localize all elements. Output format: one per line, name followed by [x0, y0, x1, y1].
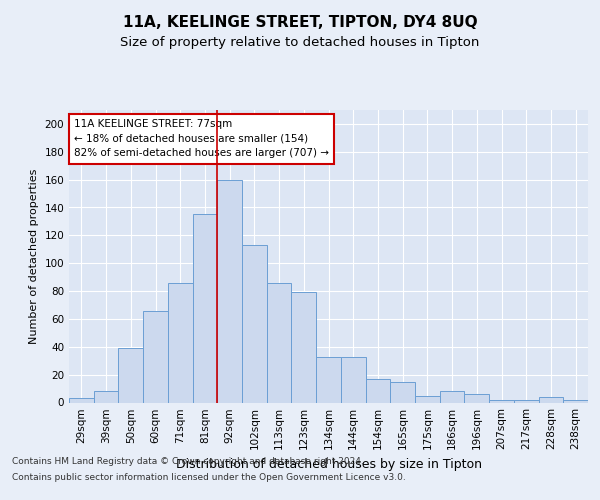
Bar: [118, 348, 143, 403]
Bar: [69, 398, 94, 402]
Bar: [267, 282, 292, 403]
Text: Size of property relative to detached houses in Tipton: Size of property relative to detached ho…: [121, 36, 479, 49]
Bar: [390, 382, 415, 402]
Text: Contains HM Land Registry data © Crown copyright and database right 2024.: Contains HM Land Registry data © Crown c…: [12, 458, 364, 466]
Bar: [539, 397, 563, 402]
Bar: [316, 356, 341, 403]
Bar: [143, 310, 168, 402]
Bar: [365, 379, 390, 402]
Text: 11A, KEELINGE STREET, TIPTON, DY4 8UQ: 11A, KEELINGE STREET, TIPTON, DY4 8UQ: [122, 15, 478, 30]
Bar: [292, 292, 316, 403]
Text: Contains public sector information licensed under the Open Government Licence v3: Contains public sector information licen…: [12, 472, 406, 482]
X-axis label: Distribution of detached houses by size in Tipton: Distribution of detached houses by size …: [176, 458, 482, 471]
Bar: [341, 356, 365, 403]
Bar: [193, 214, 217, 402]
Bar: [415, 396, 440, 402]
Bar: [514, 400, 539, 402]
Bar: [464, 394, 489, 402]
Bar: [168, 282, 193, 403]
Bar: [563, 400, 588, 402]
Bar: [217, 180, 242, 402]
Y-axis label: Number of detached properties: Number of detached properties: [29, 168, 39, 344]
Bar: [94, 392, 118, 402]
Bar: [242, 245, 267, 402]
Bar: [489, 400, 514, 402]
Bar: [440, 392, 464, 402]
Text: 11A KEELINGE STREET: 77sqm
← 18% of detached houses are smaller (154)
82% of sem: 11A KEELINGE STREET: 77sqm ← 18% of deta…: [74, 119, 329, 158]
